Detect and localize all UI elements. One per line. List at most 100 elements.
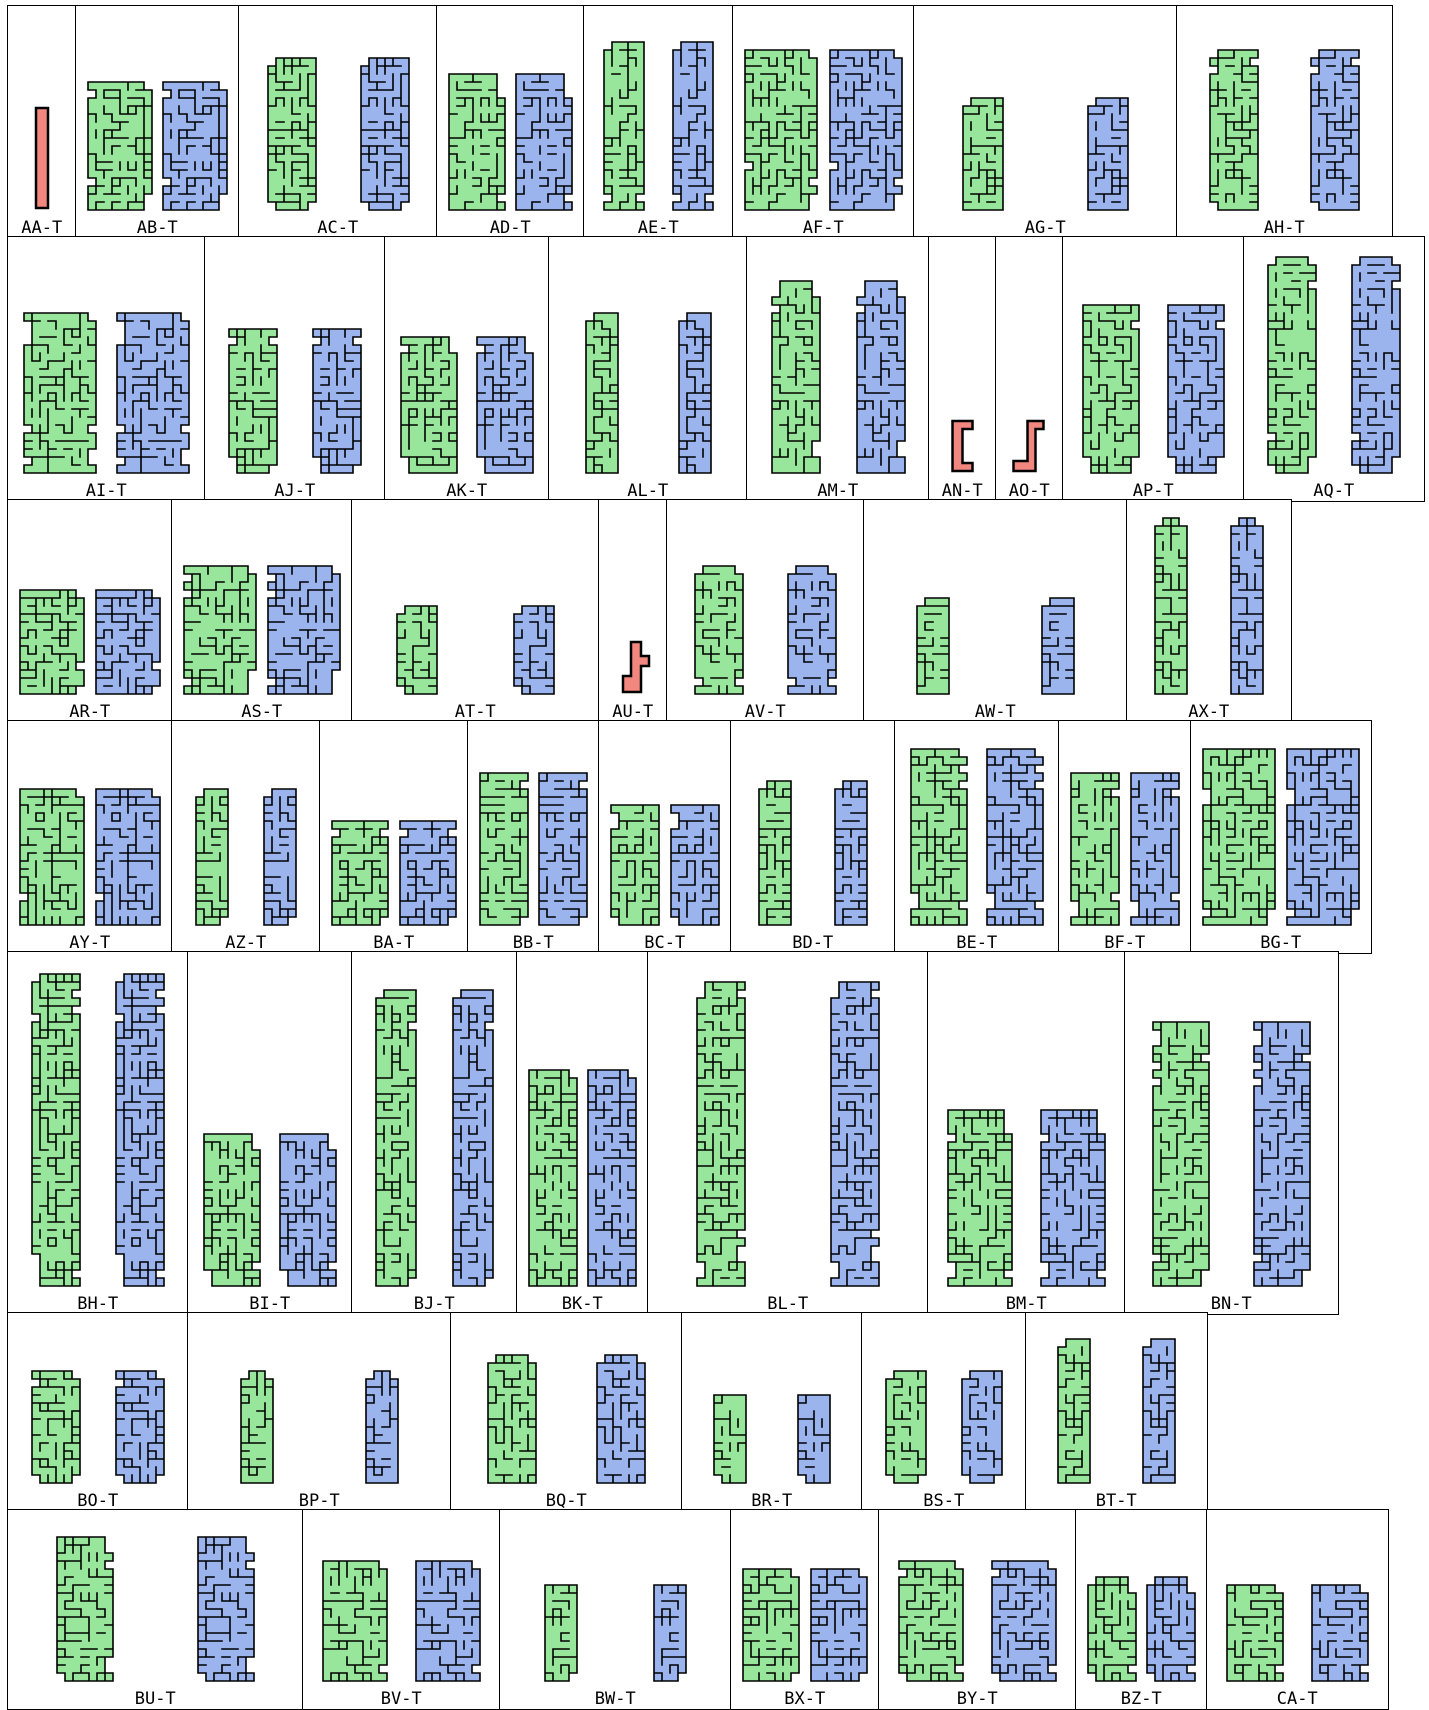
figure-art [544,1584,687,1682]
figure-art [1226,1584,1369,1682]
cell-label: BP-T [298,1490,340,1511]
figure-art [713,1394,831,1484]
cell-label: AD-T [489,217,531,238]
blue-tiling [1286,748,1360,926]
figure-cell-bf-t: BF-T [1058,720,1192,954]
green-tiling [322,1560,388,1682]
green-tiling [31,1370,81,1484]
figure-art [1154,517,1264,695]
figure-art [758,780,868,926]
figure-cell-ap-t: AP-T [1062,236,1245,502]
green-tiling [267,57,317,211]
figure-art [1057,1338,1176,1484]
blue-tiling [596,1354,646,1484]
figure-art [1202,748,1360,926]
green-tiling [885,1370,927,1484]
cell-label: BV-T [380,1688,422,1709]
figure-art [621,640,651,694]
blue-tiling [991,1560,1057,1682]
green-tiling [479,772,529,926]
green-tiling [910,748,968,926]
green-tiling [694,565,744,695]
blue-tiling [1130,772,1180,926]
cell-label: BO-T [77,1490,119,1511]
figure-cell-bw-t: BW-T [499,1509,732,1710]
figure-cell-aq-t: AQ-T [1243,236,1425,502]
figure-art [267,57,410,211]
green-tiling [487,1354,537,1484]
cell-label: AG-T [1024,217,1066,238]
blue-tiling [95,589,161,695]
figure-art [603,41,714,211]
green-tiling [610,804,660,926]
cell-label: BN-T [1210,1293,1252,1314]
cell-label: AJ-T [274,480,316,501]
figure-cell-bs-t: BS-T [861,1312,1027,1512]
figure-cell-bc-t: BC-T [598,720,732,954]
green-tiling [742,1568,800,1682]
cell-label: AS-T [241,701,283,722]
figure-cell-bt-t: BT-T [1025,1312,1208,1512]
green-tiling [1267,256,1317,474]
figure-cell-aa-t: AA-T [7,5,77,239]
figure-art [331,820,457,926]
figure-art [487,1354,646,1484]
figure-art [1267,256,1401,474]
green-tiling [19,788,85,926]
figure-cell-ar-t: AR-T [7,499,173,723]
figure-art [1209,49,1360,211]
blue-tiling [1311,1584,1369,1682]
blue-tiling [360,57,410,211]
figure-cell-at-t: AT-T [351,499,600,723]
blue-tiling [986,748,1044,926]
figure-cell-bn-t: BN-T [1124,951,1339,1315]
cell-label: AA-T [21,217,63,238]
figure-art [183,565,341,695]
figure-cell-bx-t: BX-T [730,1509,880,1710]
figure-art [528,1069,637,1287]
figure-art [1012,419,1045,473]
green-tiling [947,1109,1013,1287]
figure-cell-aj-t: AJ-T [204,236,386,502]
figure-cell-ba-t: BA-T [319,720,469,954]
blue-tiling [653,1584,687,1682]
figure-cell-aw-t: AW-T [863,499,1128,723]
figure-cell-bk-t: BK-T [516,951,649,1315]
cell-label: BL-T [767,1293,809,1314]
green-tiling [771,280,821,474]
figure-art [87,81,228,211]
cell-label: AF-T [802,217,844,238]
blue-tiling [670,804,720,926]
green-tiling [331,820,389,926]
blue-tiling [1167,304,1225,474]
green-tiling [544,1584,578,1682]
figure-cell-bu-t: BU-T [7,1509,304,1710]
single-tile [1012,419,1045,473]
figure-cell-ay-t: AY-T [7,720,173,954]
blue-tiling [856,280,906,474]
figure-art [771,280,906,474]
figure-cell-bb-t: BB-T [467,720,600,954]
blue-tiling [312,328,362,474]
figure-cell-bi-t: BI-T [187,951,353,1315]
cell-label: AV-T [744,701,786,722]
green-tiling [1202,748,1276,926]
cell-label: BZ-T [1120,1688,1162,1709]
green-tiling [375,989,417,1287]
figure-art [1152,1021,1311,1287]
figure-cell-ax-t: AX-T [1126,499,1292,723]
figure-cell-bp-t: BP-T [187,1312,452,1512]
figure-art [31,1370,165,1484]
blue-tiling [197,1536,255,1682]
blue-tiling [678,312,712,474]
figure-cell-bh-t: BH-T [7,951,189,1315]
figure-art [951,419,974,473]
figure-art [885,1370,1003,1484]
cell-label: AH-T [1263,217,1305,238]
figure-cell-al-t: AL-T [548,236,748,502]
green-tiling [1070,772,1120,926]
blue-tiling [415,1560,481,1682]
cell-label: BI-T [249,1293,291,1314]
figure-art [696,981,880,1287]
green-tiling [744,49,818,211]
